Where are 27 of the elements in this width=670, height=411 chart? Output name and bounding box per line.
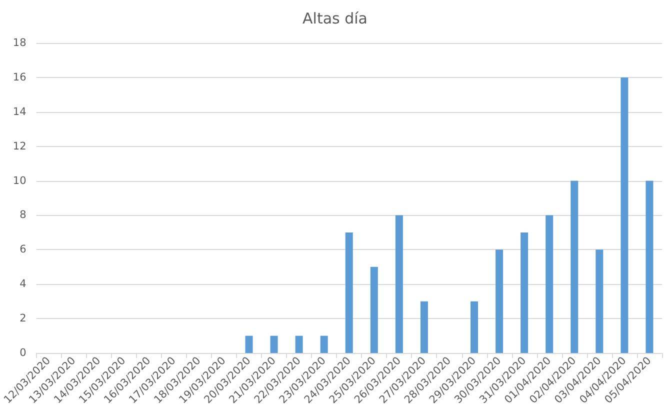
- bar: [320, 336, 328, 353]
- bar: [395, 215, 403, 353]
- y-tick-label: 6: [20, 244, 27, 256]
- bar: [546, 215, 554, 353]
- bar: [345, 232, 353, 353]
- bar: [470, 301, 478, 353]
- y-tick-label: 18: [12, 37, 26, 49]
- y-tick-label: 14: [12, 106, 27, 118]
- y-tick-label: 16: [12, 71, 27, 84]
- bar: [520, 232, 528, 353]
- bar: [295, 336, 303, 353]
- bar: [570, 180, 578, 353]
- bar: [596, 250, 604, 353]
- bar: [420, 301, 428, 353]
- bar: [245, 336, 253, 353]
- y-tick-label: 10: [12, 174, 26, 187]
- bar: [370, 266, 378, 353]
- bar: [620, 77, 628, 353]
- chart-title: Altas día: [302, 10, 368, 28]
- y-tick-label: 2: [20, 312, 26, 325]
- y-tick-label: 4: [20, 278, 27, 290]
- bar: [496, 250, 504, 353]
- bar: [270, 336, 278, 353]
- y-tick-label: 12: [12, 140, 26, 152]
- y-tick-label: 0: [20, 347, 26, 359]
- bar: [646, 180, 654, 353]
- y-tick-label: 8: [20, 209, 26, 222]
